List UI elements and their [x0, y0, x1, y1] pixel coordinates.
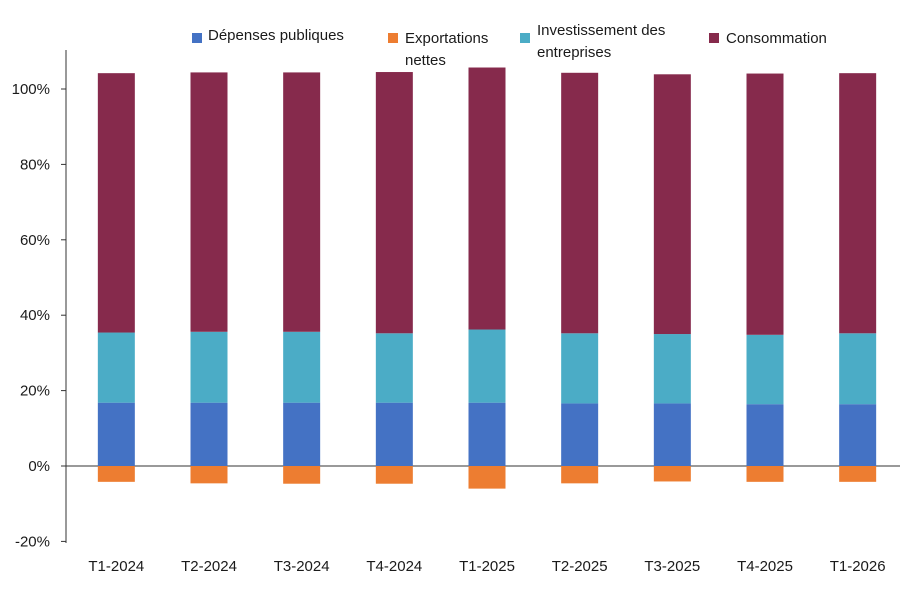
- bar-segment: [839, 466, 877, 482]
- y-tick-label: -20%: [15, 533, 50, 550]
- bar-segment: [468, 67, 506, 330]
- x-tick-label: T1-2024: [88, 558, 144, 575]
- x-tick-label: T4-2024: [366, 558, 422, 575]
- bar-segment: [97, 332, 135, 403]
- bar-segment: [190, 72, 228, 332]
- y-tick-label: 20%: [20, 383, 50, 400]
- bar-segment: [746, 404, 784, 466]
- x-tick-label: T3-2024: [274, 558, 330, 575]
- bar-segment: [746, 73, 784, 335]
- bar-segment: [190, 331, 228, 403]
- legend-swatch: [192, 33, 202, 43]
- bar-segment: [468, 402, 506, 466]
- bar-segment: [468, 329, 506, 403]
- bar-segment: [839, 333, 877, 405]
- y-tick-label: 0%: [28, 458, 50, 475]
- bar-segment: [283, 331, 321, 403]
- bar-segment: [283, 72, 321, 332]
- y-tick-label: 40%: [20, 307, 50, 324]
- x-tick-label: T1-2025: [459, 558, 515, 575]
- bar-segment: [561, 403, 599, 466]
- bar-segment: [839, 73, 877, 334]
- y-tick-label: 100%: [12, 81, 50, 98]
- y-tick-label: 60%: [20, 232, 50, 249]
- bar-segment: [746, 334, 784, 405]
- bar-segment: [375, 466, 413, 484]
- legend-label: Exportations nettes: [405, 30, 489, 69]
- bar-segment: [97, 402, 135, 466]
- x-tick-label: T3-2025: [644, 558, 700, 575]
- bar-segment: [653, 466, 691, 482]
- x-tick-label: T1-2026: [830, 558, 886, 575]
- bar-segment: [561, 333, 599, 404]
- bar-segment: [97, 73, 135, 333]
- bar-segment: [653, 403, 691, 466]
- legend-label: Dépenses publiques: [208, 27, 344, 44]
- bar-segment: [97, 466, 135, 482]
- bar-segment: [746, 466, 784, 482]
- legend-label: Investissement des entreprises: [537, 22, 666, 61]
- legend-swatch: [388, 33, 398, 43]
- legend-swatch: [520, 33, 530, 43]
- bar-segment: [839, 404, 877, 466]
- x-tick-label: T4-2025: [737, 558, 793, 575]
- legend-label: Consommation: [726, 30, 827, 47]
- bar-segment: [561, 72, 599, 334]
- bar-segment: [283, 402, 321, 466]
- y-tick-label: 80%: [20, 156, 50, 173]
- bar-segment: [190, 466, 228, 484]
- bar-segment: [283, 466, 321, 484]
- bar-segment: [561, 466, 599, 484]
- x-tick-label: T2-2024: [181, 558, 237, 575]
- bar-segment: [375, 72, 413, 334]
- legend-swatch: [709, 33, 719, 43]
- bar-segment: [190, 402, 228, 466]
- bar-segment: [375, 333, 413, 403]
- bar-segment: [653, 334, 691, 404]
- bar-segment: [653, 74, 691, 335]
- x-tick-label: T2-2025: [552, 558, 608, 575]
- bar-segment: [468, 466, 506, 489]
- bar-segment: [375, 402, 413, 466]
